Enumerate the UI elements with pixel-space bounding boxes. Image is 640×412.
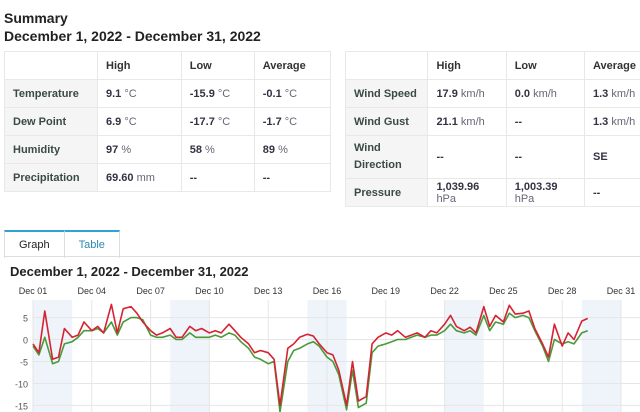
row-temperature: Temperature 9.1 °C -15.9 °C -0.1 °C [4,79,332,108]
view-tabs: Graph Table [4,230,120,258]
row-dew-point: Dew Point 6.9 °C -17.7 °C -1.7 °C [4,107,332,136]
header-average: Average [583,51,640,80]
temperature-line [32,303,589,407]
chart-band [444,300,484,412]
row-label: Precipitation [4,163,98,192]
x-tick-label: Dec 19 [372,286,401,296]
row-wind-gust: Wind Gust 21.1 km/h -- 1.3 km/h [344,107,640,136]
y-tick-label: 5 [23,314,28,324]
header-blank [4,51,98,80]
x-tick-label: Dec 13 [254,286,283,296]
x-tick-label: Dec 31 [607,286,636,296]
x-tick-label: Dec 01 [19,286,48,296]
x-tick-label: Dec 22 [430,286,459,296]
row-label: Temperature [4,79,98,108]
header-low: Low [180,51,255,80]
tab-divider [4,256,640,257]
row-precipitation: Precipitation 69.60 mm -- -- [4,163,332,192]
row-pressure: Pressure 1,039.96 hPa 1,003.39 hPa -- [344,178,640,207]
summary-table-right: High Low Average Wind Speed 17.9 km/h 0.… [344,51,640,207]
row-label: Pressure [344,178,429,207]
graph-title: December 1, 2022 - December 31, 2022 [10,264,249,279]
summary-date-range: December 1, 2022 - December 31, 2022 [4,28,261,44]
row-label: Wind Speed [344,79,429,108]
dew-point-line [32,312,588,412]
temperature-dewpoint-chart: 5 0 -5 -10 -15 Dec 01 Dec 04 Dec 07 Dec 10 Dec 13… [15,286,640,412]
x-tick-label: Dec 10 [195,286,224,296]
x-tick-label: Dec 04 [78,286,107,296]
header-low: Low [505,51,585,80]
y-tick-label: 0 [23,336,28,346]
y-tick-label: -15 [15,401,28,411]
summary-title: Summary [4,10,68,26]
row-wind-speed: Wind Speed 17.9 km/h 0.0 km/h 1.3 km/h [344,79,640,108]
header-blank [344,51,429,80]
chart-band [170,300,210,412]
previous-link[interactable]: Previous [4,0,47,3]
row-label: Humidity [4,135,98,164]
row-humidity: Humidity 97 % 58 % 89 % [4,135,332,164]
header-average: Average [253,51,332,80]
header-high: High [97,51,182,80]
chart-band [581,300,621,412]
y-tick-label: -5 [20,357,28,367]
x-tick-label: Dec 07 [136,286,165,296]
x-tick-label: Dec 25 [489,286,518,296]
x-tick-label: Dec 28 [548,286,577,296]
row-label: Wind Direction [344,135,429,179]
summary-table-left: High Low Average Temperature 9.1 °C -15.… [4,51,332,192]
y-tick-label: -10 [15,379,28,389]
tab-table[interactable]: Table [64,230,120,258]
tab-graph[interactable]: Graph [4,230,65,258]
header-high: High [427,51,507,80]
row-label: Dew Point [4,107,98,136]
row-label: Wind Gust [344,107,429,136]
x-tick-label: Dec 16 [313,286,342,296]
row-wind-direction: Wind Direction -- -- SE [344,135,640,179]
